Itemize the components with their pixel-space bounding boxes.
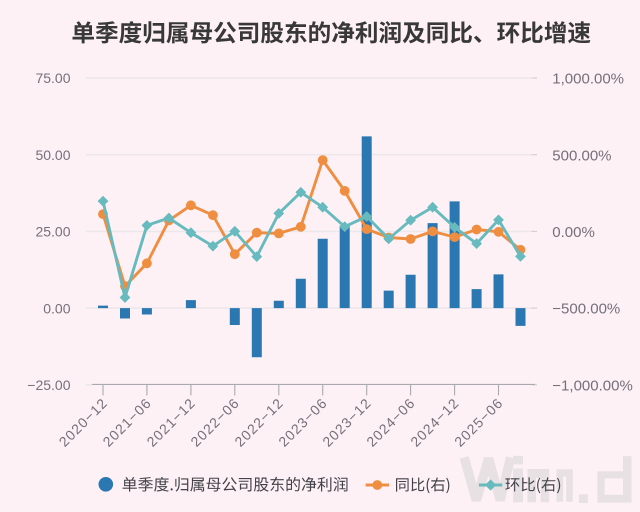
svg-text:500.00%: 500.00% bbox=[552, 147, 611, 164]
svg-text:1,000.00%: 1,000.00% bbox=[552, 71, 624, 88]
svg-text:−25.00: −25.00 bbox=[27, 377, 70, 393]
svg-text:−1,000.00%: −1,000.00% bbox=[552, 377, 633, 394]
svg-text:0.00: 0.00 bbox=[43, 300, 70, 316]
svg-text:0.00%: 0.00% bbox=[552, 224, 595, 241]
svg-text:25.00: 25.00 bbox=[35, 224, 70, 240]
svg-text:−500.00%: −500.00% bbox=[552, 301, 620, 318]
svg-text:75.00: 75.00 bbox=[35, 70, 70, 86]
svg-text:50.00: 50.00 bbox=[35, 147, 70, 163]
